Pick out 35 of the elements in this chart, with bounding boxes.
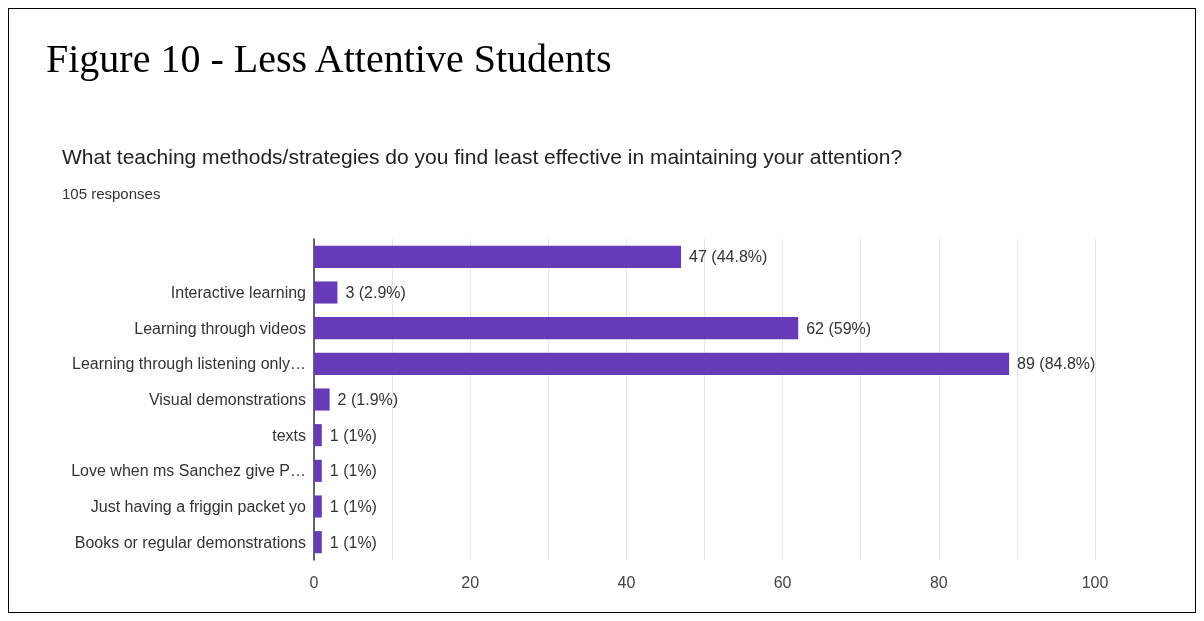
bar (314, 495, 322, 518)
x-tick-label: 100 (1081, 573, 1109, 591)
data-label: 2 (1.9%) (337, 391, 399, 408)
chart-title: Figure 10 - Less Attentive Students (46, 35, 612, 81)
y-tick-label: Visual demonstrations (148, 391, 306, 408)
data-label: 1 (1%) (329, 426, 377, 444)
y-tick-label: texts (272, 426, 306, 444)
x-tick-label: 0 (309, 573, 319, 591)
bar (314, 388, 330, 411)
bar (314, 352, 1010, 375)
y-tick-label: Learning through videos (134, 319, 306, 337)
data-label: 47 (44.8%) (689, 248, 768, 266)
bar (314, 281, 338, 304)
x-tick-label: 40 (617, 573, 636, 591)
text: 105 responses (62, 185, 161, 202)
data-label: 1 (1%) (329, 533, 377, 551)
x-tick-label: 60 (773, 573, 792, 591)
bar (314, 424, 322, 447)
y-tick-label: Interactive learning (170, 284, 306, 301)
bar (314, 531, 322, 554)
y-tick-label: Books or regular demonstrations (74, 533, 306, 551)
x-tick-label: 80 (929, 573, 948, 591)
y-tick-label: Love when ms Sanchez give P… (71, 462, 306, 480)
data-label: 62 (59%) (806, 319, 872, 337)
chart-subtitle: What teaching methods/strategies do you find least effective in maintaining your attention? (62, 145, 903, 168)
y-tick-label: Just having a friggin packet yo (90, 498, 307, 515)
bar (314, 245, 682, 268)
bar (314, 317, 799, 340)
y-tick-label: Learning through listening only… (72, 355, 306, 373)
x-tick-label: 20 (461, 573, 480, 591)
data-label: 89 (84.8%) (1017, 355, 1096, 373)
data-label: 3 (2.9%) (345, 284, 406, 301)
data-label: 1 (1%) (329, 462, 377, 480)
data-label: 1 (1%) (329, 498, 377, 515)
bar (314, 459, 322, 482)
